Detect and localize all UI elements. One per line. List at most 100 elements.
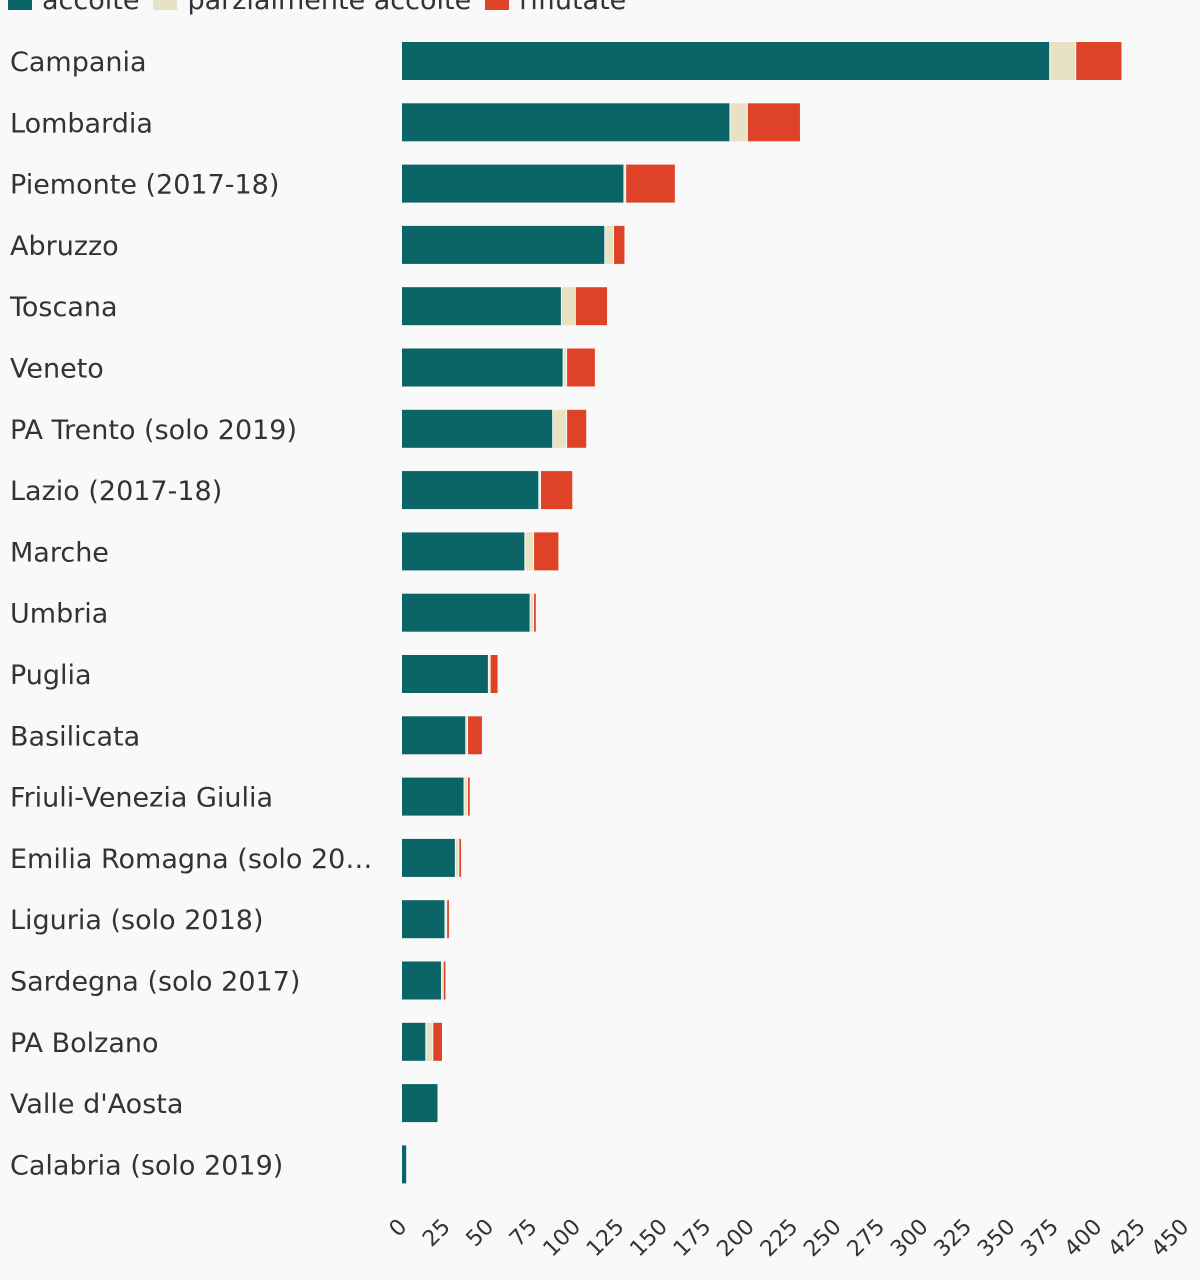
x-tick-label: 425 xyxy=(1103,1215,1150,1262)
bar-segment xyxy=(402,1022,426,1061)
category-label: Sardegna (solo 2017) xyxy=(10,967,300,998)
category-label: PA Trento (solo 2019) xyxy=(10,415,297,446)
chart-legend: accolte parzialmente accolte rifiutate xyxy=(8,0,640,16)
x-tick-label: 75 xyxy=(505,1215,542,1252)
x-tick-label: 275 xyxy=(843,1215,890,1262)
bar-segment xyxy=(402,287,561,326)
x-tick-label: 150 xyxy=(626,1215,673,1262)
bar-segment xyxy=(605,225,614,264)
bar-segment xyxy=(488,655,490,693)
bar-segment xyxy=(402,777,464,816)
x-tick-label: 325 xyxy=(930,1215,977,1262)
bar-segment xyxy=(1050,42,1076,80)
bar-segment xyxy=(402,532,525,571)
bar-segment xyxy=(402,348,563,387)
bar-segment xyxy=(402,471,539,510)
x-tick-label: 300 xyxy=(886,1215,933,1262)
x-tick-label: 175 xyxy=(669,1215,716,1262)
bar-segment xyxy=(561,287,575,326)
category-label: Abruzzo xyxy=(10,231,119,262)
bar-segment xyxy=(402,409,553,448)
bar-segment xyxy=(402,164,624,203)
category-label: Friuli-Venezia Giulia xyxy=(10,783,273,814)
bar-segment xyxy=(402,593,530,632)
legend-item-0: accolte xyxy=(8,0,139,16)
x-tick-label: 200 xyxy=(712,1215,759,1262)
category-label: Lazio (2017-18) xyxy=(10,476,222,507)
bar-segment xyxy=(402,838,455,877)
bar-segment xyxy=(541,471,573,510)
bar-segment xyxy=(525,532,534,571)
bar-segment xyxy=(402,716,466,755)
bar-segment xyxy=(490,655,498,693)
bar-segment xyxy=(468,777,470,816)
x-tick-label: 400 xyxy=(1060,1215,1107,1262)
bar-segment xyxy=(464,777,468,816)
category-label: Piemonte (2017-18) xyxy=(10,170,279,201)
x-tick-label: 100 xyxy=(539,1215,586,1262)
x-tick-label: 250 xyxy=(799,1215,846,1262)
bar-segment xyxy=(1076,42,1122,80)
bar-segment xyxy=(402,961,441,1000)
category-label: Veneto xyxy=(10,354,104,385)
bar-segment xyxy=(402,103,730,142)
bar-segment xyxy=(567,409,587,448)
bar-segment xyxy=(445,900,447,939)
bar-segment xyxy=(443,961,446,1000)
bar-segment xyxy=(402,42,1050,80)
bar-segment xyxy=(433,1022,442,1061)
x-tick-label: 225 xyxy=(756,1215,803,1262)
category-label: Umbria xyxy=(10,599,108,630)
bar-segment xyxy=(563,348,567,387)
category-label: Calabria (solo 2019) xyxy=(10,1150,283,1181)
category-label: Liguria (solo 2018) xyxy=(10,905,264,936)
legend-swatch xyxy=(8,0,32,10)
x-tick-label: 350 xyxy=(973,1215,1020,1262)
category-label: Valle d'Aosta xyxy=(10,1089,183,1120)
bar-segment xyxy=(626,164,675,203)
category-label: Lombardia xyxy=(10,108,153,139)
category-label: Campania xyxy=(10,47,147,78)
bar-segment xyxy=(747,103,800,142)
x-tick-label: 450 xyxy=(1147,1215,1194,1262)
category-label: Marche xyxy=(10,537,109,568)
bar-segment xyxy=(530,593,534,632)
legend-label: parzialmente accolte xyxy=(187,0,472,16)
legend-swatch xyxy=(153,0,178,10)
bar-segment xyxy=(553,409,567,448)
legend-swatch xyxy=(485,0,510,10)
category-label: Emilia Romagna (solo 20… xyxy=(10,844,372,875)
bar-segment xyxy=(441,961,443,1000)
bar-segment xyxy=(402,225,605,264)
category-label: PA Bolzano xyxy=(10,1028,159,1059)
bar-segment xyxy=(730,103,747,142)
category-label: Basilicata xyxy=(10,721,140,752)
bar-segment xyxy=(624,164,626,203)
bar-segment xyxy=(426,1022,433,1061)
x-tick-label: 50 xyxy=(462,1215,499,1252)
bar-segment xyxy=(402,1145,407,1184)
x-tick-label: 25 xyxy=(418,1215,455,1252)
category-label: Puglia xyxy=(10,660,92,691)
bar-segment xyxy=(614,225,625,264)
bar-segment xyxy=(575,287,608,326)
legend-item-2: rifiutate xyxy=(485,0,626,16)
x-tick-label: 375 xyxy=(1017,1215,1064,1262)
x-tick-label: 125 xyxy=(582,1215,629,1262)
bar-segment xyxy=(468,716,482,755)
legend-label: rifiutate xyxy=(519,0,627,16)
legend-item-1: parzialmente accolte xyxy=(153,0,471,16)
bar-segment xyxy=(455,838,459,877)
bar-segment xyxy=(447,900,449,939)
bar-segment xyxy=(459,838,462,877)
bar-segment xyxy=(539,471,541,510)
x-tick-label: 0 xyxy=(385,1215,413,1243)
bar-segment xyxy=(402,900,445,939)
bar-segment xyxy=(534,593,536,632)
bar-segment xyxy=(402,655,488,693)
bar-segment xyxy=(466,716,468,755)
bar-segment xyxy=(567,348,595,387)
bar-segment xyxy=(534,532,559,571)
bar-segment xyxy=(402,1084,438,1123)
